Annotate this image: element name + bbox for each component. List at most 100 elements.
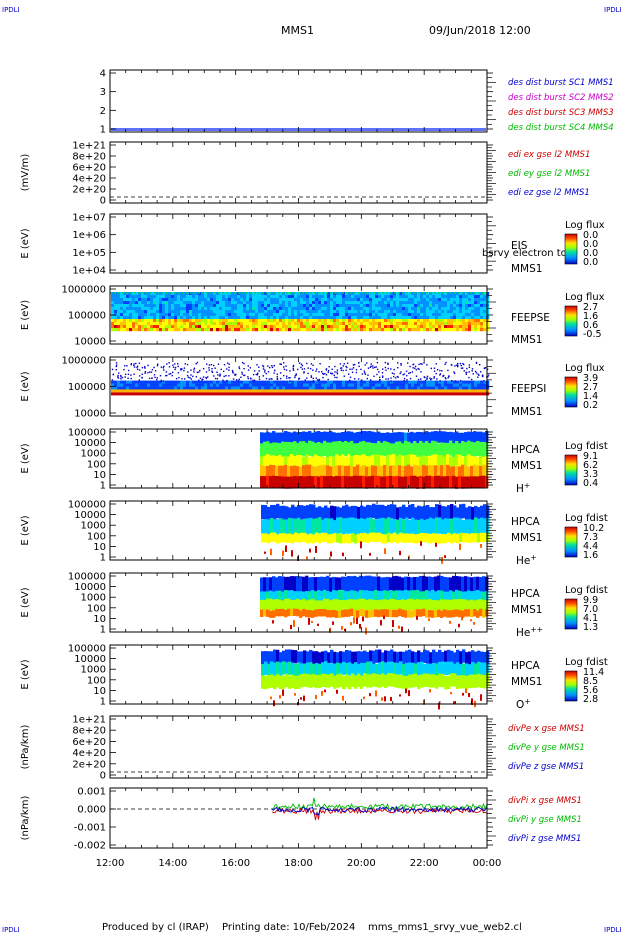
spectrogram-dot (387, 378, 389, 380)
spectrogram-cell (477, 507, 481, 522)
spectrogram-cell (450, 386, 454, 390)
spectrogram-cell (360, 389, 364, 393)
spectrogram-cell (440, 476, 444, 489)
spectrogram-cell (228, 380, 232, 384)
spectrogram-cell (189, 383, 193, 387)
spectrogram-cell (183, 383, 187, 387)
spectrogram-cell (282, 550, 284, 556)
spectrogram-cell (345, 310, 349, 314)
spectrogram-cell (330, 533, 334, 544)
spectrogram-cell (258, 328, 262, 332)
spectrogram-cell (429, 380, 433, 384)
spectrogram-cell (299, 610, 303, 618)
spectrogram-dot (149, 371, 151, 373)
spectrogram-cell (360, 325, 364, 329)
spectrogram-cell (171, 307, 175, 311)
spectrogram-cell (450, 392, 454, 396)
spectrogram-cell (279, 505, 283, 521)
spectrogram-cell (377, 600, 381, 612)
spectrogram-dot (276, 375, 278, 378)
spectrogram-cell (153, 307, 157, 311)
spectrogram-dot (306, 362, 308, 365)
spectrogram-cell (374, 609, 378, 617)
spectrogram-cell (417, 392, 421, 396)
spectrogram-cell (471, 319, 475, 323)
spectrogram-cell (147, 316, 151, 320)
spectrogram-cell (273, 383, 277, 387)
x-tick-label: 12:00 (96, 858, 125, 869)
spectrogram-cell (126, 392, 130, 396)
spectrogram-cell (330, 386, 334, 390)
spectrogram-cell (417, 298, 421, 302)
spectrogram-cell (278, 599, 282, 612)
spectrogram-dot (420, 363, 422, 365)
spectrogram-dot (133, 363, 135, 365)
spectrogram-cell (432, 328, 436, 332)
spectrogram-cell (429, 652, 433, 666)
spectrogram-cell (240, 386, 244, 390)
spectrogram-cell (384, 328, 388, 332)
spectrogram-cell (288, 661, 292, 675)
spectrogram-cell (365, 575, 369, 592)
legend-entry: divPe z gse MMS1 (508, 762, 584, 772)
spectrogram-cell (198, 304, 202, 308)
x-tick-label: 18:00 (284, 858, 313, 869)
spectrogram-cell (171, 383, 175, 387)
spectrogram-cell (336, 319, 340, 323)
spectrogram-cell (263, 432, 267, 445)
spectrogram-cell (443, 599, 447, 611)
spectrogram-cell (309, 504, 313, 519)
spectrogram-cell (144, 322, 148, 326)
spectrogram-cell (272, 442, 276, 458)
spectrogram-cell (141, 386, 145, 390)
spectrogram-cell (402, 651, 406, 666)
spectrogram-cell (222, 325, 226, 329)
spectrogram-dot (238, 378, 240, 381)
spectrogram-cell (273, 532, 277, 542)
spectrogram-cell (344, 600, 348, 612)
spectrogram-cell (123, 386, 127, 390)
spectrogram-cell (323, 464, 327, 477)
spectrogram-cell (132, 328, 136, 332)
spectrogram-cell (429, 534, 433, 544)
spectrogram-cell (441, 313, 445, 317)
spectrogram-cell (314, 609, 318, 617)
spectrogram-cell (416, 599, 420, 611)
spectrogram-cell (468, 292, 472, 296)
spectrogram-cell (234, 310, 238, 314)
spectrogram-cell (453, 313, 457, 317)
y-axis-label: E (eV) (20, 659, 31, 689)
spectrogram-dot (303, 371, 305, 373)
y-tick-label: 100000 (68, 311, 106, 322)
spectrogram-cell (192, 304, 196, 308)
spectrogram-cell (329, 591, 333, 603)
spectrogram-cell (300, 663, 304, 677)
spectrogram-dot (300, 366, 302, 369)
y-axis-label: (nPa/km) (20, 796, 31, 841)
spectrogram-cell (414, 301, 418, 305)
spectrogram-cell (174, 298, 178, 302)
spectrogram-cell (114, 319, 118, 323)
spectrogram-cell (231, 389, 235, 393)
spectrogram-cell (459, 519, 463, 536)
spectrogram-cell (273, 380, 277, 384)
spectrogram-cell (410, 431, 414, 444)
spectrogram-cell (435, 386, 439, 390)
spectrogram-cell (429, 328, 433, 332)
spectrogram-cell (156, 386, 160, 390)
spectrogram-cell (297, 383, 301, 387)
spectrogram-cell (417, 307, 421, 311)
spectrogram-cell (264, 383, 268, 387)
spectrogram-cell (327, 380, 331, 384)
spectrogram-cell (396, 304, 400, 308)
spectrogram-cell (303, 673, 307, 687)
spectrogram-cell (300, 322, 304, 326)
spectrogram-cell (468, 392, 472, 396)
spectrogram-cell (261, 664, 265, 678)
spectrogram-cell (207, 328, 211, 332)
spectrogram-cell (240, 322, 244, 326)
spectrogram-dot (366, 377, 368, 380)
spectrogram-cell (378, 313, 382, 317)
spectrogram-cell (392, 590, 396, 602)
